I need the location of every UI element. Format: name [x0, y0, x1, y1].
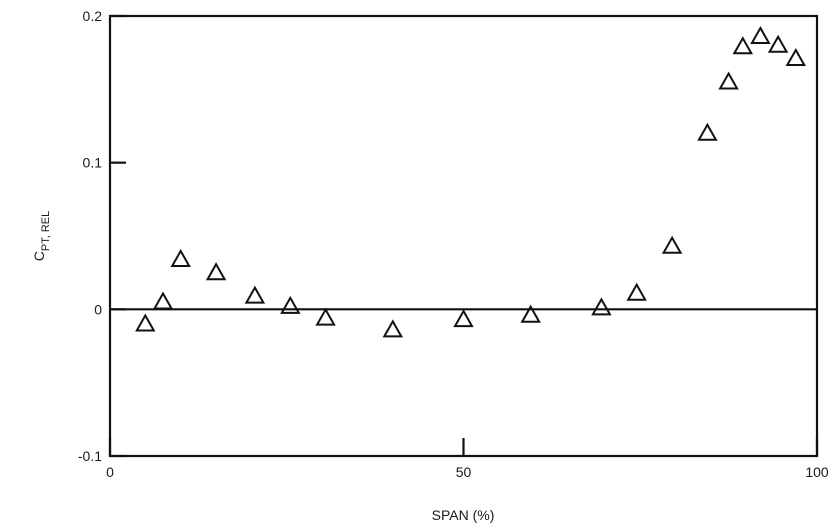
y-tick-label: 0.2: [83, 8, 103, 24]
triangle-marker: [732, 36, 754, 55]
y-axis-label-main: C: [31, 251, 47, 261]
x-tick-label: 0: [106, 464, 114, 480]
x-tick-label: 50: [456, 464, 472, 480]
triangle-marker: [280, 295, 301, 314]
triangle-marker: [697, 122, 718, 141]
triangle-marker: [244, 285, 266, 304]
y-tick-labels: 0.2 0.1 0 -0.1: [78, 8, 102, 464]
triangle-marker: [170, 248, 191, 267]
triangle-marker: [520, 304, 541, 323]
triangle-marker: [718, 71, 739, 90]
triangle-marker: [152, 291, 174, 310]
triangle-marker: [453, 309, 474, 328]
x-tick-label: 100: [805, 464, 829, 480]
triangle-marker: [315, 307, 336, 326]
triangle-marker: [626, 282, 647, 301]
x-tick-labels: 0 50 100: [106, 464, 829, 480]
x-axis-label: SPAN (%): [432, 507, 495, 523]
y-axis-label: CPT, REL: [31, 211, 52, 261]
triangle-marker: [591, 297, 612, 316]
triangle-marker: [205, 262, 227, 281]
triangle-marker: [767, 34, 789, 53]
triangle-marker: [785, 47, 807, 66]
triangle-marker: [661, 235, 683, 254]
plot-frame: [108, 14, 819, 458]
x-tick-marks: [108, 438, 819, 456]
y-tick-label: -0.1: [78, 448, 102, 464]
y-tick-label: 0.1: [83, 155, 103, 171]
triangle-marker: [750, 25, 771, 44]
data-points: [135, 25, 807, 338]
y-axis-label-subscript: PT, REL: [40, 211, 52, 251]
triangle-marker: [382, 319, 404, 338]
y-tick-marks: [110, 14, 126, 458]
y-tick-label: 0: [94, 301, 102, 317]
triangle-marker: [135, 313, 156, 332]
